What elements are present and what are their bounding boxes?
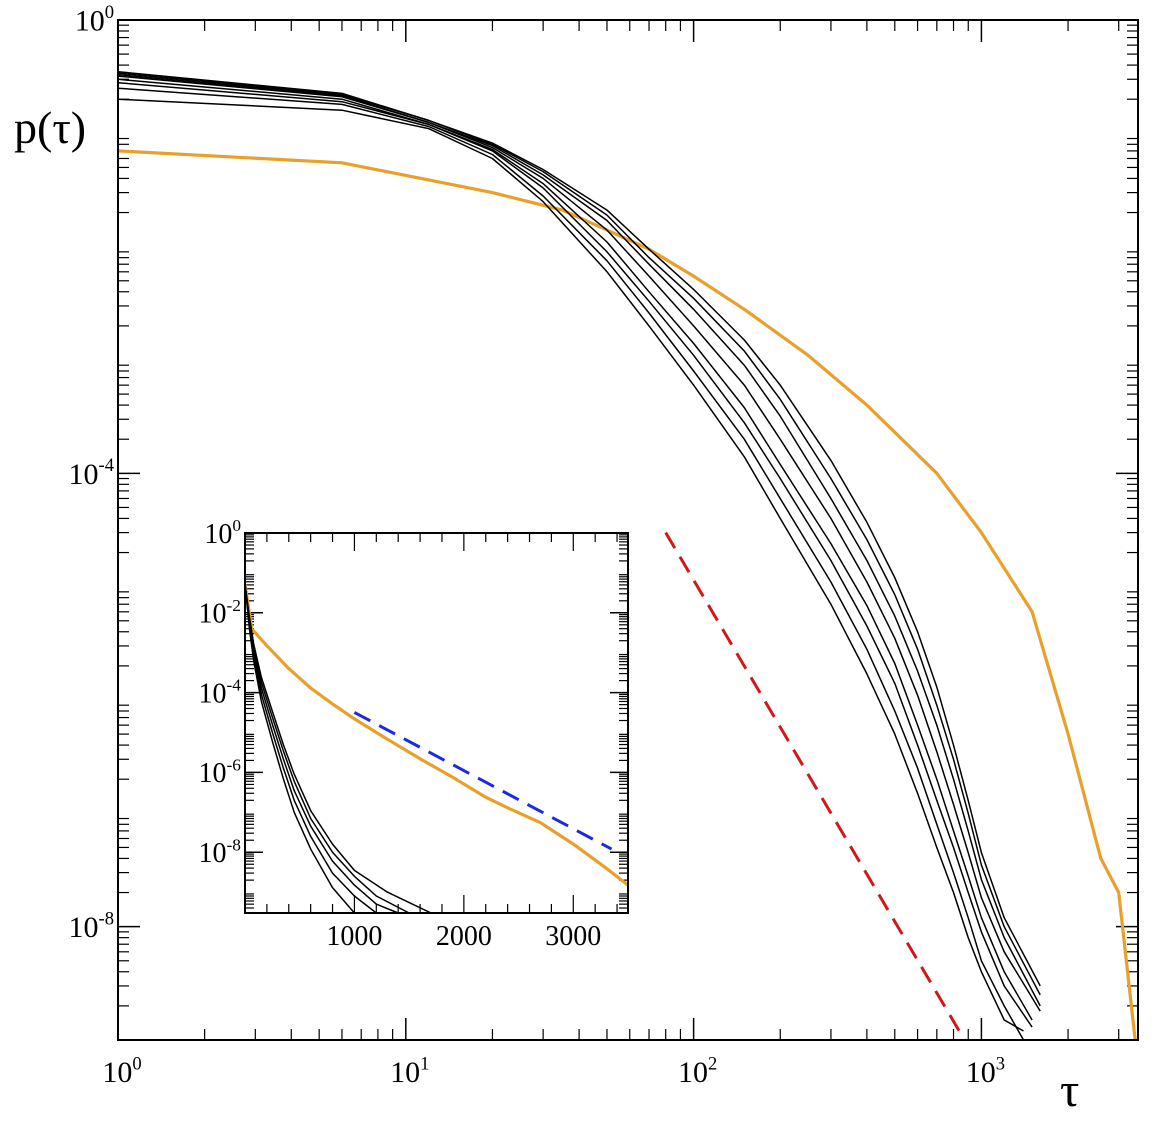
y-tick-label: 10-6 — [199, 755, 242, 789]
y-tick-label: 100 — [75, 2, 114, 38]
x-tick-label: 2000 — [436, 921, 492, 952]
inset-plot-frame — [244, 532, 629, 914]
y-tick-label: 10-8 — [199, 835, 242, 869]
x-tick-label-base: 10 — [390, 1056, 420, 1089]
y-tick-label-base: 10 — [199, 678, 227, 709]
y-tick-label-base: 10 — [69, 911, 99, 944]
x-tick-label-exponent: 1 — [420, 1053, 429, 1074]
y-tick-label-exponent: 0 — [105, 2, 114, 23]
inset-plot-background — [245, 533, 628, 913]
main-series-black-6 — [118, 73, 1041, 1007]
main-series-black-3 — [118, 81, 1033, 1028]
main-series-black-8 — [118, 70, 1041, 987]
y-tick-label: 10-8 — [69, 909, 115, 945]
inset-series-orange — [245, 584, 628, 887]
y-tick-label: 10-4 — [69, 455, 115, 491]
main-series-group — [118, 70, 1137, 1040]
y-tick-label-base: 10 — [75, 5, 105, 38]
y-tick-label-exponent: -8 — [227, 835, 242, 854]
x-tick-label: 3000 — [545, 921, 601, 952]
inset-series-black-5 — [245, 584, 432, 913]
inset-tick-marks — [245, 532, 628, 914]
x-tick-label: 101 — [390, 1053, 429, 1089]
y-tick-label-base: 10 — [199, 758, 227, 789]
x-tick-label-base: 10 — [102, 1056, 132, 1089]
y-tick-label-base: 10 — [69, 458, 99, 491]
inset-series-clip — [245, 584, 628, 913]
inset-blue-dashed-exponential — [353, 711, 613, 851]
y-axis-title: p(τ) — [14, 102, 86, 153]
y-tick-label-base: 10 — [199, 599, 227, 630]
y-tick-label-base: 10 — [199, 838, 227, 869]
y-tick-label: 10-4 — [199, 676, 242, 710]
main-series-orange — [118, 149, 1137, 1040]
x-tick-label-exponent: 2 — [708, 1053, 717, 1074]
main-series-black-4 — [118, 78, 1033, 1021]
y-tick-label-exponent: -6 — [227, 755, 242, 774]
y-tick-label-exponent: -2 — [227, 596, 241, 615]
y-tick-label-base: 10 — [204, 519, 232, 550]
y-tick-label-exponent: -8 — [99, 909, 115, 930]
main-series-black-2 — [118, 87, 1025, 1040]
x-axis-title: τ — [1060, 1064, 1079, 1117]
x-tick-label: 1000 — [326, 921, 382, 952]
x-tick-label-exponent: 0 — [132, 1053, 141, 1074]
x-tick-label: 103 — [966, 1053, 1005, 1089]
y-tick-label-exponent: -4 — [227, 676, 242, 695]
main-tick-marks — [117, 19, 1138, 1040]
x-tick-label-base: 10 — [678, 1056, 708, 1089]
x-tick-label-exponent: 3 — [996, 1053, 1005, 1074]
x-tick-label: 102 — [678, 1053, 717, 1089]
inset-series-group — [245, 584, 628, 913]
main-series-clip — [118, 70, 1137, 1040]
main-plot-frame — [117, 19, 1139, 1041]
main-series-black-1 — [118, 98, 1024, 1032]
y-tick-label: 10-2 — [199, 596, 241, 630]
main-red-dashed-power-law — [664, 531, 967, 1040]
y-tick-label-exponent: -4 — [99, 455, 115, 476]
y-tick-label-exponent: 0 — [232, 516, 241, 535]
y-tick-label: 100 — [204, 516, 241, 550]
main-series-black-7 — [118, 72, 1041, 996]
x-tick-label-base: 10 — [966, 1056, 996, 1089]
x-tick-label: 100 — [102, 1053, 141, 1089]
main-series-black-5 — [118, 75, 1041, 1012]
